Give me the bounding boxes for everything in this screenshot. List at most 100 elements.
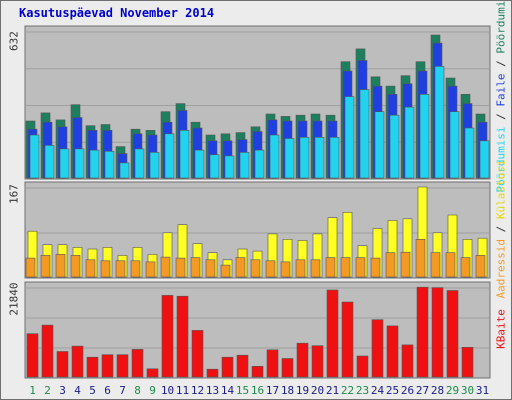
panel3-bar <box>56 351 69 378</box>
x-tick-label: 5 <box>89 384 96 397</box>
panel1-bar <box>269 134 280 179</box>
panel3-bar <box>86 356 99 378</box>
panel1-bar <box>104 151 115 179</box>
panel1-bar <box>89 149 100 179</box>
panel2-bar <box>40 255 51 278</box>
x-tick-label: 4 <box>74 384 81 397</box>
panel2-bar <box>475 255 486 278</box>
panel1-bar <box>359 89 370 179</box>
x-tick-label: 23 <box>356 384 369 397</box>
x-tick-label: 16 <box>251 384 264 397</box>
panel3-bar <box>146 368 159 378</box>
panel1-bar <box>134 148 145 179</box>
panel3-bar <box>101 354 114 378</box>
panel2-bar <box>235 257 246 278</box>
x-tick-label: 24 <box>371 384 385 397</box>
panel2-bar <box>175 257 186 278</box>
panel1-bar <box>419 94 430 179</box>
panel1-bar <box>449 111 460 179</box>
panel3-bar <box>251 365 264 378</box>
panel2-bar <box>460 257 471 278</box>
x-tick-label: 10 <box>161 384 174 397</box>
panel1-bar <box>224 155 235 179</box>
panel3-bar <box>266 349 279 378</box>
x-tick-label: 26 <box>401 384 414 397</box>
panel3-bar <box>386 325 399 378</box>
panel3-bar <box>311 345 324 378</box>
panel2-bar <box>370 257 381 278</box>
x-tick-label: 21 <box>326 384 339 397</box>
panel1-bar <box>389 114 400 179</box>
chart-title: Kasutuspäevad November 2014 <box>19 6 215 20</box>
panel3-bar <box>446 290 459 378</box>
panel2-bar <box>415 239 426 278</box>
panel2-bar <box>205 259 216 278</box>
x-tick-label: 17 <box>266 384 279 397</box>
x-tick-label: 27 <box>416 384 429 397</box>
panel1-bar <box>344 96 355 179</box>
x-tick-label: 15 <box>236 384 249 397</box>
panel1-bar <box>44 145 55 179</box>
panel3-bar <box>461 346 474 378</box>
panel2-bar <box>160 256 171 278</box>
x-tick-label: 19 <box>296 384 309 397</box>
panel2-bar <box>355 257 366 278</box>
panel3-bar <box>191 330 204 378</box>
x-tick-label: 18 <box>281 384 294 397</box>
panel3-bar <box>281 358 294 378</box>
panel1-bar <box>209 154 220 179</box>
x-tick-label: 3 <box>59 384 66 397</box>
panel1-bar <box>149 152 160 179</box>
panel1-bar <box>179 130 190 179</box>
panel3-bar <box>206 368 219 378</box>
panel1-bar <box>194 149 205 179</box>
panel1-bar <box>239 152 250 179</box>
panel3-bar <box>356 355 369 378</box>
x-tick-label: 14 <box>221 384 235 397</box>
panel3-bar <box>221 356 234 378</box>
panel1-bar <box>59 148 70 179</box>
panel3-bar <box>26 333 39 378</box>
panel2-bar <box>85 259 96 278</box>
panel1-bar <box>299 137 310 179</box>
panel2-bar <box>250 259 261 278</box>
panel2-bar <box>115 260 126 278</box>
x-tick-label: 1 <box>29 384 36 397</box>
x-tick-label: 13 <box>206 384 219 397</box>
panel3-bar <box>161 295 174 378</box>
panel3-bar <box>341 301 354 378</box>
panel2-bar <box>385 252 396 278</box>
x-tick-label: 30 <box>461 384 474 397</box>
x-tick-label: 6 <box>104 384 111 397</box>
panel3-bar <box>401 344 414 378</box>
panel1-bar <box>314 137 325 179</box>
panel3-bar <box>416 286 429 378</box>
x-tick-label: 11 <box>176 384 189 397</box>
panel2-bar <box>295 259 306 278</box>
x-tick-label: 8 <box>134 384 141 397</box>
panel3-bar <box>371 319 384 378</box>
panel2-bar <box>130 260 141 278</box>
panel2-bar <box>430 252 441 278</box>
panel1-bar <box>164 133 175 179</box>
panel2-bar <box>325 257 336 278</box>
panel1-bar <box>329 137 340 179</box>
panel3-bar <box>131 349 144 378</box>
panel2-bar <box>400 251 411 278</box>
panel2-bar <box>280 261 291 278</box>
panel3-bar <box>71 345 84 378</box>
x-tick-label: 28 <box>431 384 444 397</box>
panel3-bar <box>431 287 444 378</box>
panel1-bar <box>374 111 385 179</box>
panel3-bar <box>176 295 189 378</box>
panel3-bar <box>116 354 129 378</box>
x-tick-label: 9 <box>149 384 156 397</box>
x-tick-label: 31 <box>476 384 489 397</box>
panel1-bar <box>254 149 265 179</box>
panel1-bar <box>74 148 85 179</box>
x-tick-label: 20 <box>311 384 324 397</box>
x-tick-label: 12 <box>191 384 204 397</box>
panel2-bar <box>190 257 201 278</box>
